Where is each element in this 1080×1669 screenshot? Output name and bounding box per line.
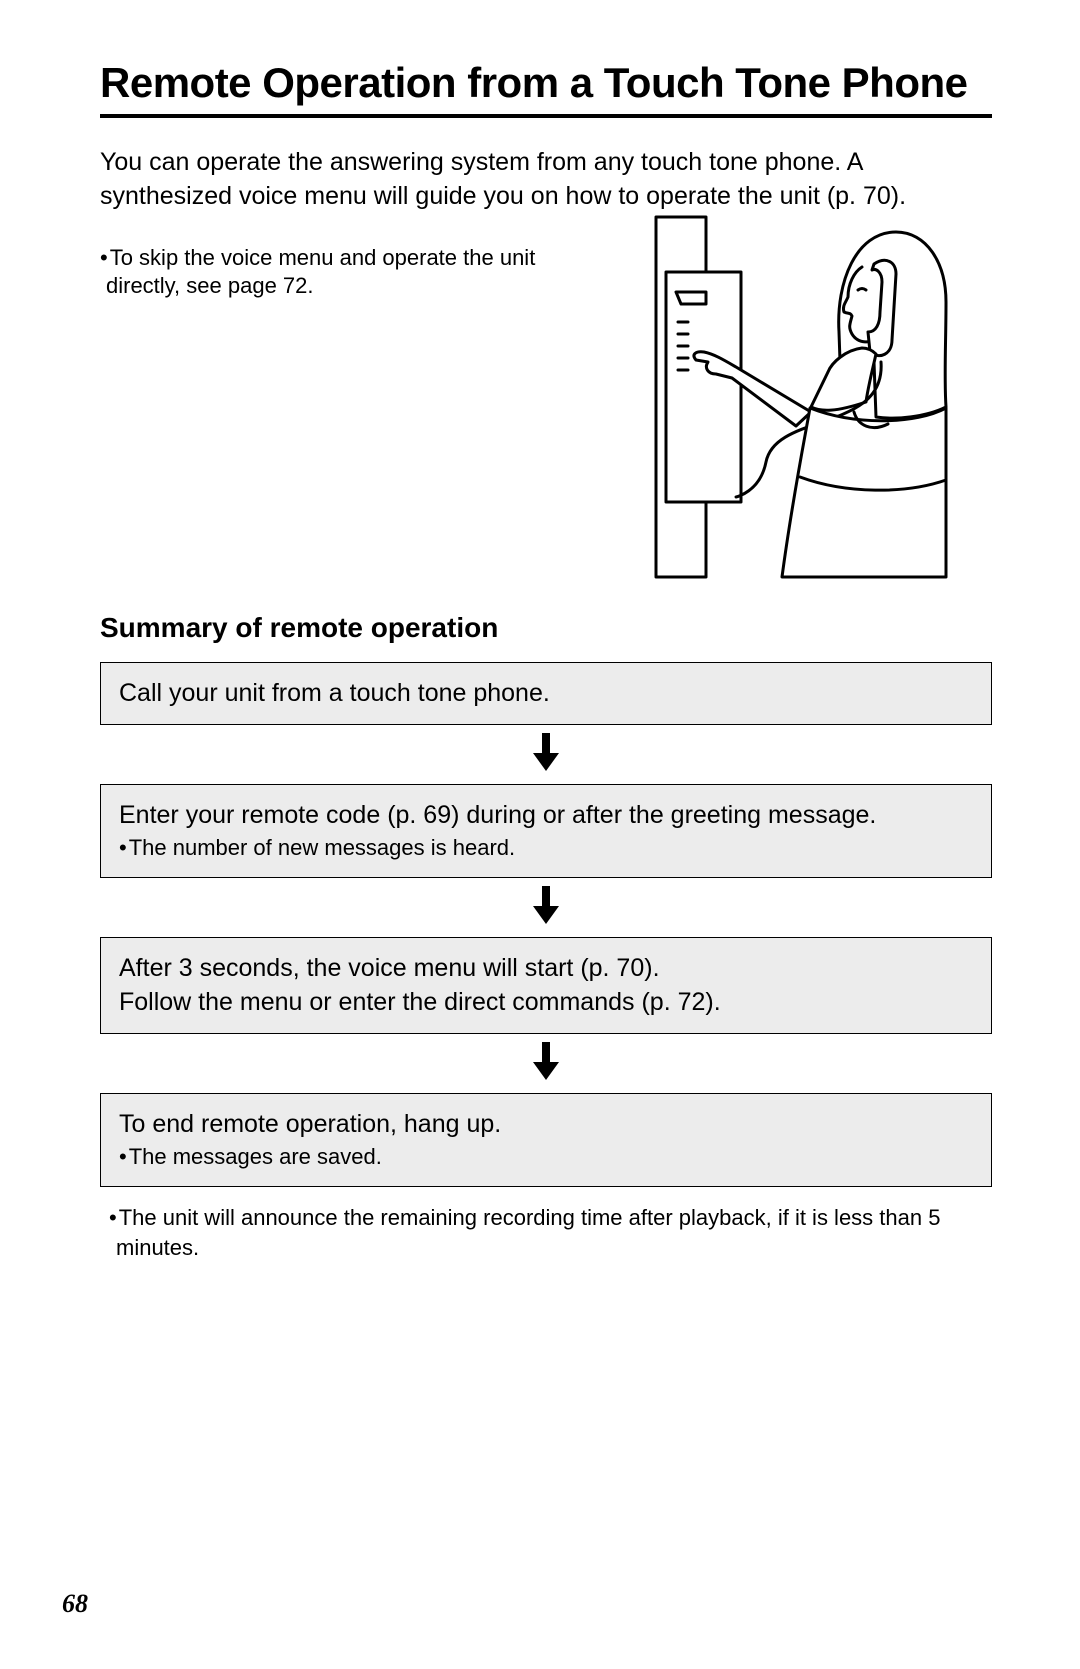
flow-step-2-main: Enter your remote code (p. 69) during or… <box>119 799 973 833</box>
flow-step-4-sub: The messages are saved. <box>119 1142 973 1172</box>
flow-step-1-main: Call your unit from a touch tone phone. <box>119 677 973 711</box>
intro-text: You can operate the answering system fro… <box>100 146 980 214</box>
flow-step-4: To end remote operation, hang up. The me… <box>100 1093 992 1186</box>
skip-note: To skip the voice menu and operate the u… <box>100 244 560 301</box>
flow-step-1: Call your unit from a touch tone phone. <box>100 662 992 726</box>
flow-step-3: After 3 seconds, the voice menu will sta… <box>100 937 992 1035</box>
title-rule <box>100 114 992 118</box>
arrow-2 <box>100 886 992 929</box>
arrow-1 <box>100 733 992 776</box>
down-arrow-icon <box>533 886 559 924</box>
down-arrow-icon <box>533 1042 559 1080</box>
page-number: 68 <box>62 1589 88 1619</box>
down-arrow-icon <box>533 733 559 771</box>
flow-step-3-main: After 3 seconds, the voice menu will sta… <box>119 952 973 1020</box>
flow-step-4-main: To end remote operation, hang up. <box>119 1108 973 1142</box>
flow-step-2-sub: The number of new messages is heard. <box>119 833 973 863</box>
page-title: Remote Operation from a Touch Tone Phone <box>100 60 992 106</box>
flow-step-2: Enter your remote code (p. 69) during or… <box>100 784 992 877</box>
summary-heading: Summary of remote operation <box>100 612 992 644</box>
payphone-illustration <box>596 212 956 582</box>
arrow-3 <box>100 1042 992 1085</box>
intro-row: To skip the voice menu and operate the u… <box>100 222 992 582</box>
illustration-wrap <box>560 212 992 582</box>
footnote: The unit will announce the remaining rec… <box>100 1203 992 1262</box>
manual-page: Remote Operation from a Touch Tone Phone… <box>0 0 1080 1669</box>
